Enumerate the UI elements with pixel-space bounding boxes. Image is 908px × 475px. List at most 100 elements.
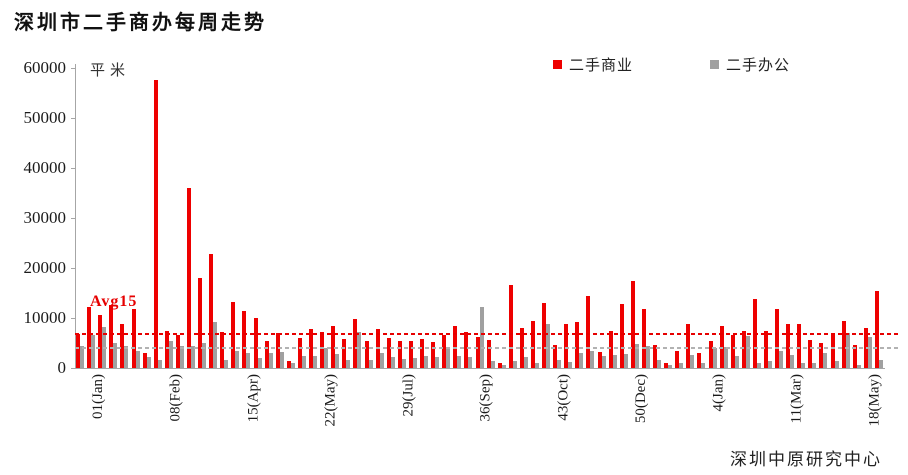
bar-commercial: [442, 334, 447, 368]
bar-office: [257, 358, 262, 368]
bar-commercial: [76, 333, 81, 368]
source-credit: 深圳中原研究中心: [730, 450, 882, 469]
bar-commercial: [464, 332, 469, 368]
x-axis-line: [75, 368, 885, 369]
bar-office: [457, 356, 462, 368]
bar-office: [623, 354, 628, 368]
average-line-label: Avg15: [90, 293, 138, 310]
bar-commercial: [364, 340, 369, 368]
y-tick-mark: [71, 268, 76, 269]
bar-office: [557, 359, 562, 368]
chart-title: 深圳市二手商办每周走势: [14, 12, 267, 34]
bar-office: [346, 359, 351, 368]
bar-office: [268, 353, 273, 368]
bar-office: [124, 346, 129, 368]
x-tick-label: 43(Oct): [555, 374, 572, 421]
bar-commercial: [741, 330, 746, 368]
bar-office: [468, 357, 473, 368]
x-tick-label: 22(May): [322, 374, 339, 427]
bar-commercial: [120, 324, 125, 368]
bar-office: [590, 351, 595, 368]
y-tick-label: 10000: [23, 308, 67, 327]
bar-office: [490, 360, 495, 368]
bar-commercial: [164, 330, 169, 368]
legend-swatch-office-icon: [710, 59, 719, 69]
bar-commercial: [564, 323, 569, 368]
bar-office: [634, 343, 639, 368]
bar-commercial: [664, 363, 669, 368]
bar-commercial: [630, 280, 635, 368]
bar-office: [668, 364, 673, 368]
bar-office: [723, 347, 728, 368]
bar-commercial: [619, 303, 624, 368]
bar-commercial: [431, 342, 436, 368]
bar-commercial: [253, 317, 258, 368]
bar-commercial: [653, 344, 658, 368]
bar-office: [368, 359, 373, 368]
bar-office: [224, 359, 229, 368]
bar-office: [401, 359, 406, 368]
bar-commercial: [131, 309, 136, 368]
bar-commercial: [775, 309, 780, 368]
bar-office: [191, 345, 195, 368]
y-tick-mark: [71, 118, 76, 119]
y-tick-label: 20000: [23, 258, 67, 277]
bar-commercial: [420, 338, 425, 368]
bar-office: [878, 359, 883, 368]
bar-commercial: [353, 319, 358, 368]
bar-office: [168, 340, 173, 368]
bar-office: [501, 364, 506, 368]
x-tick-label: 50(Dec): [633, 374, 650, 424]
bar-commercial: [708, 341, 713, 368]
bar-commercial: [575, 321, 580, 368]
bar-office: [379, 353, 384, 368]
bar-commercial: [641, 309, 646, 368]
bar-office: [790, 355, 795, 368]
bar-office: [845, 332, 850, 368]
y-axis-unit-label: 平米: [90, 63, 131, 79]
bar-commercial: [209, 254, 214, 368]
bar-office: [756, 363, 761, 368]
y-tick-label: 60000: [23, 58, 67, 77]
bar-office: [679, 362, 684, 368]
bar-office: [301, 355, 306, 368]
bar-commercial: [553, 344, 558, 368]
bar-commercial: [109, 304, 114, 368]
bar-office: [767, 360, 772, 368]
y-tick-mark: [71, 318, 76, 319]
bar-commercial: [386, 337, 391, 368]
bar-commercial: [175, 334, 180, 368]
bar-commercial: [797, 323, 802, 368]
bar-office: [335, 354, 340, 368]
bar-office: [745, 336, 750, 368]
bar-office: [523, 357, 528, 368]
bar-commercial: [508, 284, 513, 368]
y-tick-label: 40000: [23, 158, 67, 177]
y-tick-mark: [71, 368, 76, 369]
bar-office: [390, 357, 395, 368]
bar-office: [179, 346, 184, 368]
bar-commercial: [830, 334, 835, 368]
bar-commercial: [153, 79, 158, 368]
bar-office: [446, 349, 451, 368]
bar-office: [657, 359, 662, 368]
bar-office: [202, 343, 207, 368]
y-tick-label: 30000: [23, 208, 67, 227]
bar-office: [324, 348, 329, 368]
bar-commercial: [530, 321, 535, 368]
y-tick-mark: [71, 218, 76, 219]
bar-commercial: [198, 278, 203, 368]
legend-item-commercial: 二手商业: [553, 56, 633, 74]
bar-office: [146, 357, 151, 368]
legend-label-office: 二手办公: [726, 56, 791, 74]
x-tick-label: 18(May): [866, 374, 883, 427]
y-tick-label: 50000: [23, 108, 67, 127]
bar-commercial: [297, 338, 302, 368]
bar-office: [279, 352, 284, 368]
bar-office: [579, 353, 584, 368]
bar-commercial: [586, 295, 591, 368]
bar-commercial: [819, 342, 824, 368]
bar-commercial: [874, 290, 879, 368]
bar-commercial: [730, 334, 735, 368]
bar-office: [701, 362, 706, 368]
